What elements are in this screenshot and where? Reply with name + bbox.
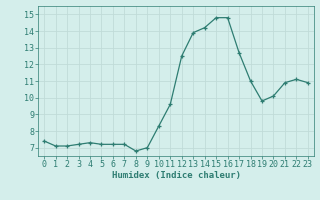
- X-axis label: Humidex (Indice chaleur): Humidex (Indice chaleur): [111, 171, 241, 180]
